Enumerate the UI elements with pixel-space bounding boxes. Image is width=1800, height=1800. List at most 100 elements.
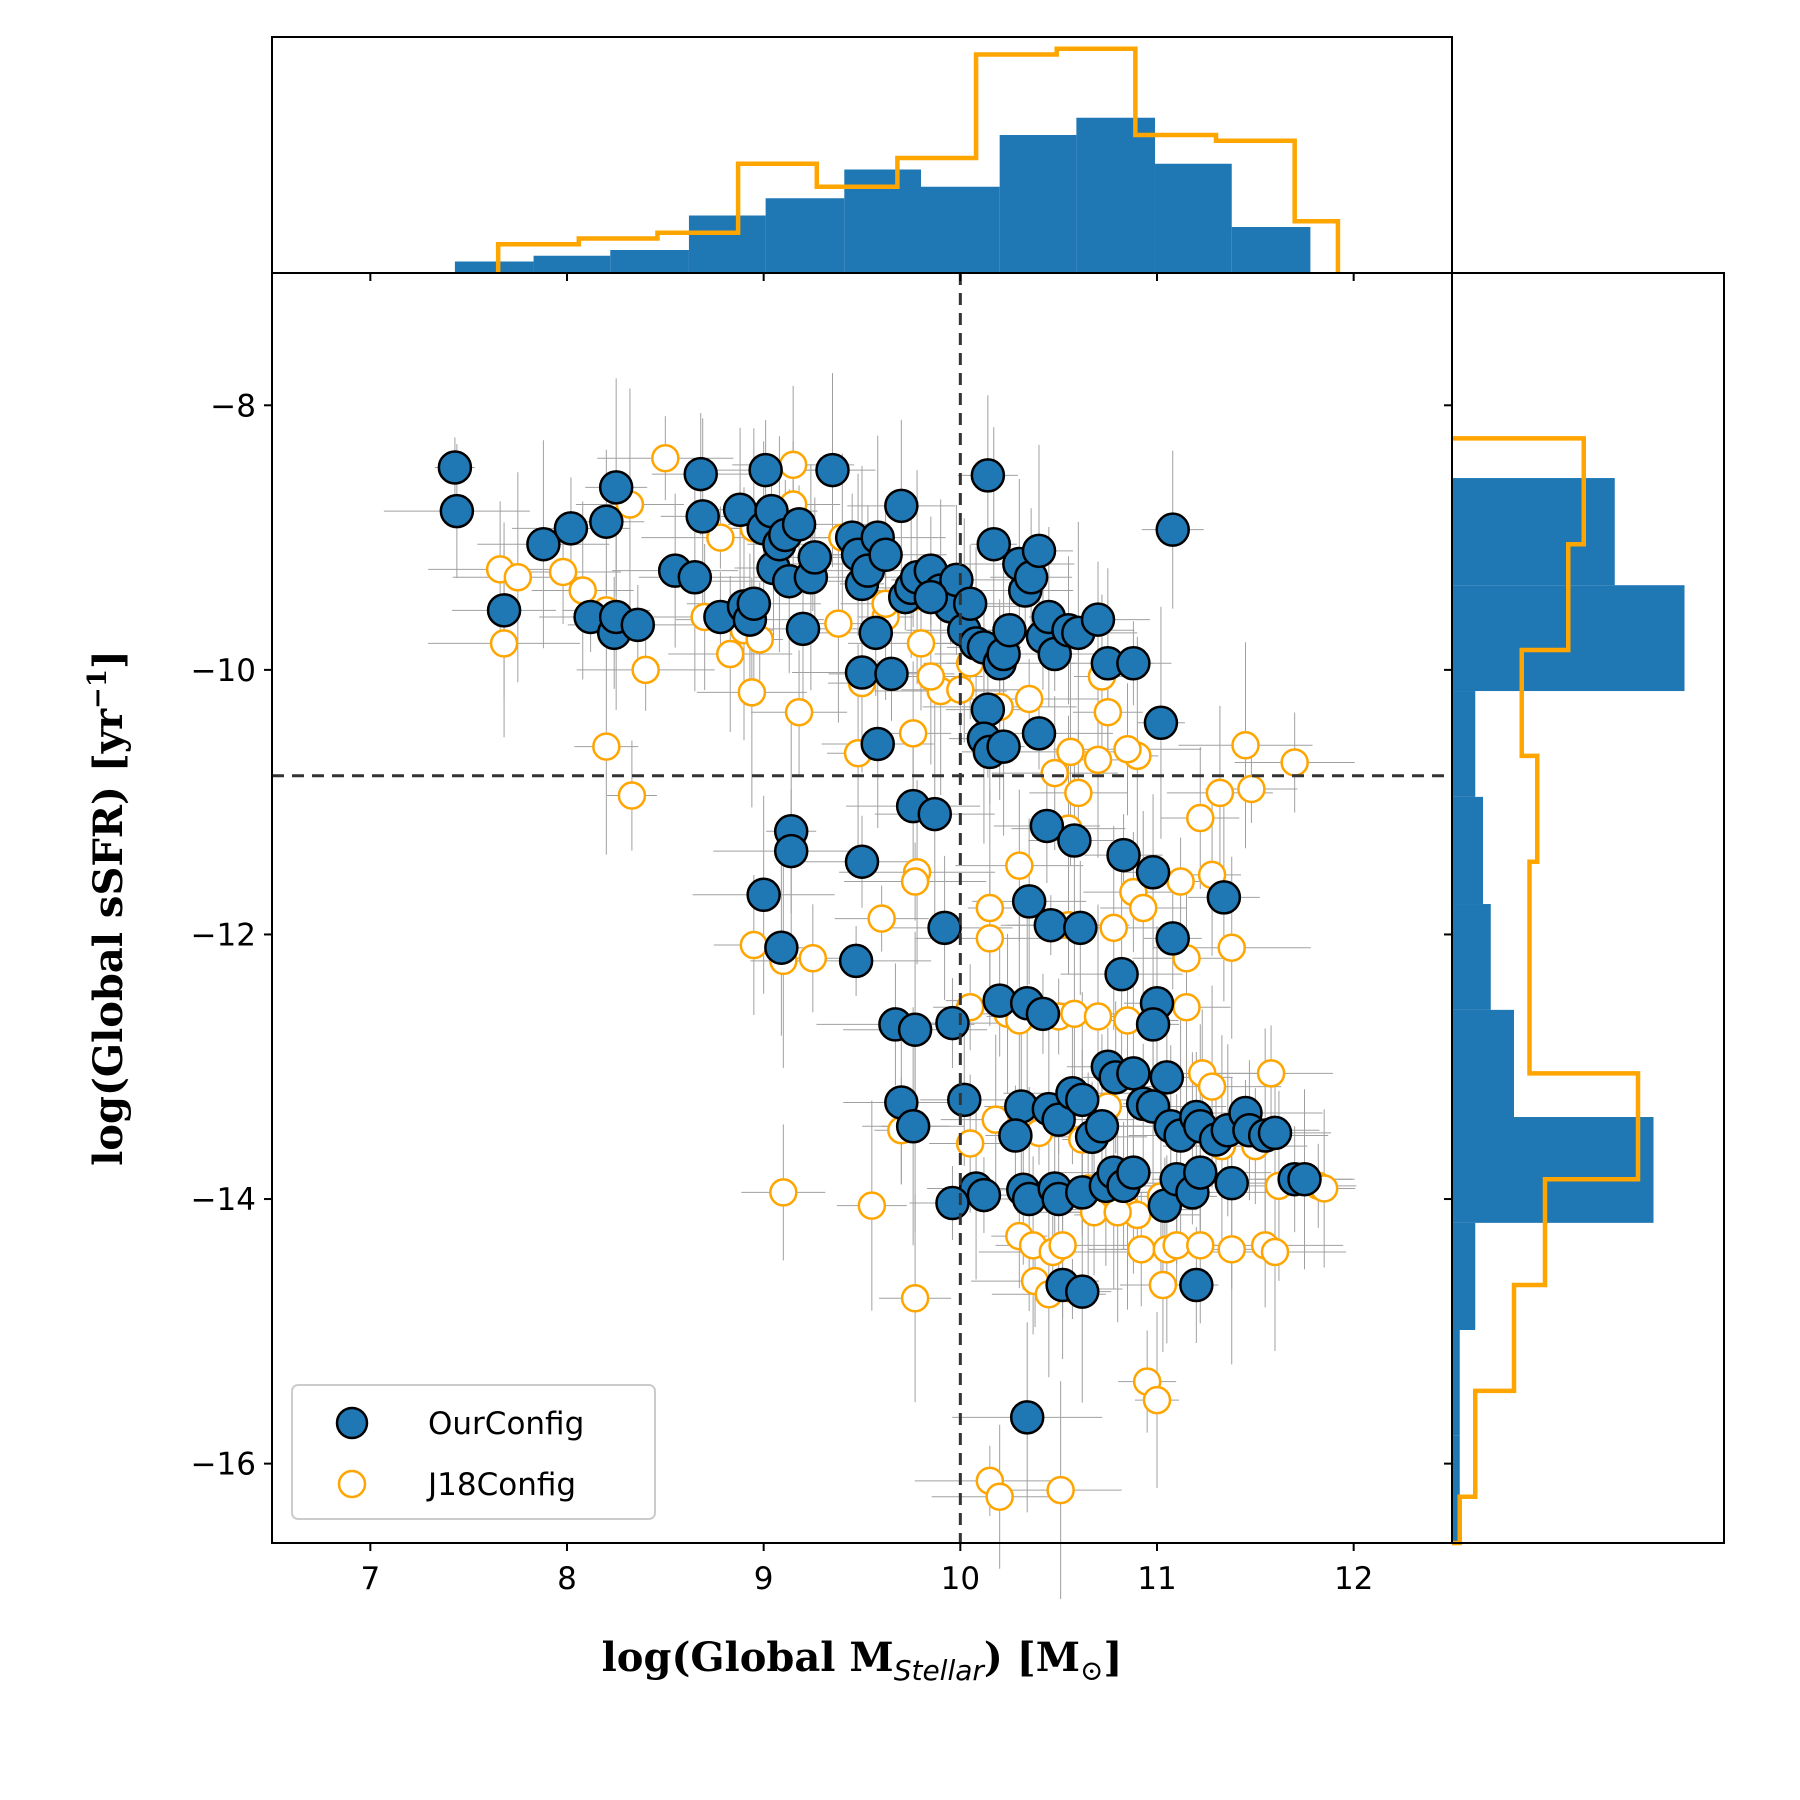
ourconfig-point xyxy=(1029,808,1065,844)
ourconfig-point xyxy=(868,537,903,573)
ourconfig-point xyxy=(844,844,880,879)
right-histogram-j18-step xyxy=(1452,436,1641,1546)
j18config-point xyxy=(916,662,946,691)
j18-points xyxy=(485,443,1339,1511)
ourconfig-point xyxy=(998,1118,1033,1153)
right-histogram-bar xyxy=(1452,1117,1654,1223)
ourconfig-point xyxy=(736,586,772,621)
ourconfig-point xyxy=(970,458,1006,493)
ourconfig-point xyxy=(589,504,624,539)
ourconfig-point xyxy=(620,607,656,643)
j18config-point xyxy=(489,629,519,658)
ourconfig-point xyxy=(897,1012,933,1047)
y-tick-label: −16 xyxy=(191,1447,256,1483)
j18config-point xyxy=(1040,758,1069,788)
j18config-point xyxy=(1142,1385,1172,1415)
ourconfig-point xyxy=(785,611,821,647)
ourconfig-point xyxy=(1116,646,1151,681)
ourconfig-point xyxy=(1041,1102,1076,1137)
j18config-point xyxy=(1217,1235,1246,1264)
j18config-point xyxy=(1056,737,1085,767)
ourconfig-point xyxy=(1135,1007,1171,1042)
ourconfig-point xyxy=(815,452,850,488)
j18config-point xyxy=(739,930,769,960)
j18config-point xyxy=(631,655,660,685)
y-tick-label: −8 xyxy=(210,388,256,424)
j18config-point xyxy=(1186,803,1215,833)
ourconfig-point xyxy=(860,726,895,762)
ourconfig-point xyxy=(1065,1274,1100,1309)
ourconfig-point xyxy=(952,586,988,621)
j18config-point xyxy=(955,1129,985,1158)
j18config-point xyxy=(1005,851,1034,880)
ourconfig-point xyxy=(1155,512,1190,547)
top-histogram-bar xyxy=(688,215,766,273)
right-histogram-bar xyxy=(1452,478,1615,586)
ourconfig-point xyxy=(1257,1115,1293,1151)
ourconfig-point xyxy=(1104,956,1139,992)
j18config-point xyxy=(1231,731,1260,760)
right-histogram-bar xyxy=(1452,1330,1460,1436)
ourconfig-point xyxy=(935,1005,970,1041)
j18config-point xyxy=(906,629,936,658)
x-tick-label: 11 xyxy=(1137,1561,1176,1597)
j18config-point xyxy=(1064,778,1093,808)
j18config-point xyxy=(1083,1002,1113,1031)
j18config-point xyxy=(1260,1237,1290,1267)
j18config-point xyxy=(769,1178,798,1207)
ourconfig-point xyxy=(1065,1082,1100,1118)
scatter-frame xyxy=(271,272,1453,1544)
j18config-point xyxy=(975,893,1005,923)
ourconfig-point xyxy=(895,1109,931,1144)
j18config-point xyxy=(798,944,828,973)
reference-lines xyxy=(272,273,1452,1543)
ourconfig-point xyxy=(1106,837,1141,873)
legend-j18config-marker xyxy=(337,1469,367,1499)
right-histogram-bar xyxy=(1452,796,1483,905)
ourconfig-point xyxy=(1084,1109,1120,1144)
j18config-point xyxy=(1256,1059,1286,1088)
j18config-point xyxy=(900,1284,930,1313)
ourconfig-point xyxy=(1025,996,1061,1032)
j18config-point xyxy=(867,904,896,933)
ourconfig-point xyxy=(970,692,1006,727)
ourconfig-point xyxy=(1155,921,1190,956)
top-histogram-bar xyxy=(1155,163,1232,273)
j18config-point xyxy=(1172,992,1201,1022)
ourconfig-point xyxy=(966,1177,1002,1213)
ourconfig-point xyxy=(976,526,1012,562)
ourconfig-point xyxy=(781,507,817,542)
ourconfig-point xyxy=(553,511,589,546)
axis-ticks: 7 8 9 10 11 12 −8 −10 −12 −14 −16 xyxy=(191,273,1452,1597)
top-histogram-bar xyxy=(999,135,1077,273)
j18config-point xyxy=(857,1191,887,1220)
top-histogram-bar xyxy=(921,186,1000,273)
ourconfig-point xyxy=(797,540,833,575)
j18config-point xyxy=(1237,774,1266,804)
ourconfig-point xyxy=(844,655,880,690)
ourconfig-point xyxy=(1206,880,1242,915)
j18config-point xyxy=(1197,1072,1227,1101)
right-histogram-bar xyxy=(1452,1435,1460,1543)
j18config-point xyxy=(1048,1231,1077,1260)
ourconfig-point xyxy=(838,943,874,979)
x-tick-label: 7 xyxy=(360,1561,380,1597)
j18config-point xyxy=(778,450,808,480)
j18config-point xyxy=(898,719,928,748)
j18config-point xyxy=(548,557,578,587)
ourconfig-point xyxy=(1183,1155,1218,1190)
ourconfig-point xyxy=(486,593,522,628)
ourconfig-point xyxy=(992,612,1027,648)
j18config-point xyxy=(1128,893,1158,923)
ourconfig-point xyxy=(1149,1060,1185,1095)
j18config-point xyxy=(824,609,853,638)
j18config-point xyxy=(1103,1198,1132,1227)
ourconfig-point xyxy=(935,1185,970,1221)
j18config-point xyxy=(1083,745,1113,775)
x-tick-label: 8 xyxy=(557,1561,577,1597)
x-tick-label: 10 xyxy=(941,1561,980,1597)
j18config-point xyxy=(1148,1270,1178,1300)
ourconfig-point xyxy=(1033,907,1069,943)
ourconfig-point xyxy=(677,560,713,595)
